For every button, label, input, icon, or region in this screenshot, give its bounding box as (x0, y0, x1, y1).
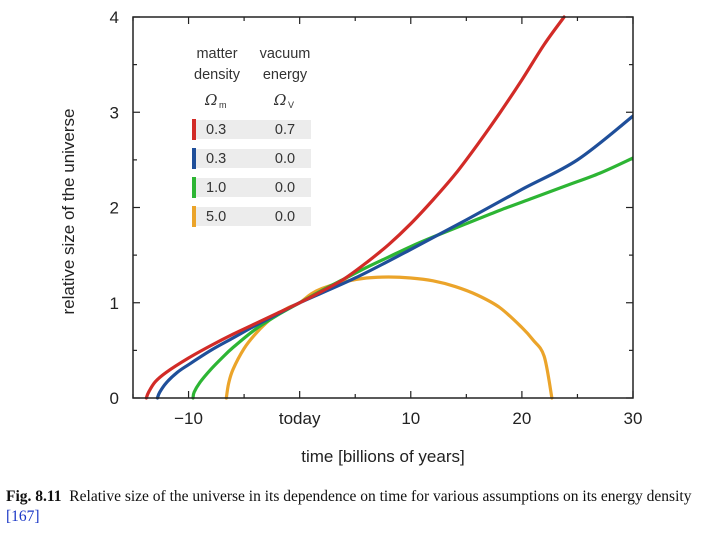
y-axis-label: relative size of the universe (59, 109, 78, 315)
legend-color-swatch (192, 177, 196, 198)
legend-row-background (192, 149, 311, 168)
figure-caption: Fig. 8.11 Relative size of the universe … (6, 487, 702, 527)
legend-symbol-omega-m-subscript: m (219, 100, 227, 110)
y-tick-label: 1 (110, 294, 119, 313)
caption-text: Relative size of the universe in its dep… (69, 488, 692, 505)
legend-color-swatch (192, 206, 196, 227)
legend-header-vacuum-line1: vacuum (260, 46, 311, 62)
series-layer (144, 15, 633, 400)
legend-header-vacuum-line2: energy (263, 67, 308, 83)
legend-omega-v-value: 0.0 (275, 209, 295, 225)
y-tick-label: 0 (110, 389, 119, 408)
x-tick-label: 30 (624, 409, 643, 428)
legend-row-background (192, 178, 311, 197)
legend-color-swatch (192, 148, 196, 169)
tick-labels-layer: 0 1 2 3 4 −10 today 10 20 30 (110, 8, 643, 428)
legend-header-matter-line2: density (194, 67, 241, 83)
legend-symbol-omega-v-subscript: V (288, 100, 294, 110)
x-tick-label: today (279, 409, 321, 428)
y-tick-label: 3 (110, 103, 119, 122)
legend-row-background (192, 120, 311, 139)
y-tick-label: 4 (110, 8, 119, 27)
y-tick-label: 2 (110, 199, 119, 218)
series-line-1 (144, 15, 566, 400)
legend-row-background (192, 207, 311, 226)
legend-omega-v-value: 0.0 (275, 180, 295, 196)
legend-omega-m-value: 0.3 (206, 151, 226, 167)
legend-rows: 0.3 0.7 0.3 0.0 1.0 0.0 5.0 0.0 (192, 119, 311, 227)
legend: matter density vacuum energy Ω m Ω V 0.3… (192, 46, 311, 227)
caption-figure-label: Fig. 8.11 (6, 488, 62, 505)
x-tick-label: 20 (512, 409, 531, 428)
x-tick-label: −10 (174, 409, 203, 428)
x-tick-label: 10 (401, 409, 420, 428)
legend-omega-m-value: 0.3 (206, 122, 226, 138)
legend-omega-m-value: 1.0 (206, 180, 226, 196)
caption-reference-link[interactable]: [167] (6, 508, 40, 525)
series-line-4 (224, 275, 554, 400)
chart: 0 1 2 3 4 −10 today 10 20 30 time [billions of ye… (59, 8, 643, 466)
legend-symbol-omega-m: Ω (204, 91, 217, 109)
legend-omega-m-value: 5.0 (206, 209, 226, 225)
legend-color-swatch (192, 119, 196, 140)
legend-omega-v-value: 0.0 (275, 151, 295, 167)
plot-frame (132, 16, 634, 399)
x-axis-label: time [billions of years] (301, 447, 464, 466)
legend-header-matter-line1: matter (196, 46, 237, 62)
legend-symbol-omega-v: Ω (273, 91, 286, 109)
legend-omega-v-value: 0.7 (275, 122, 295, 138)
